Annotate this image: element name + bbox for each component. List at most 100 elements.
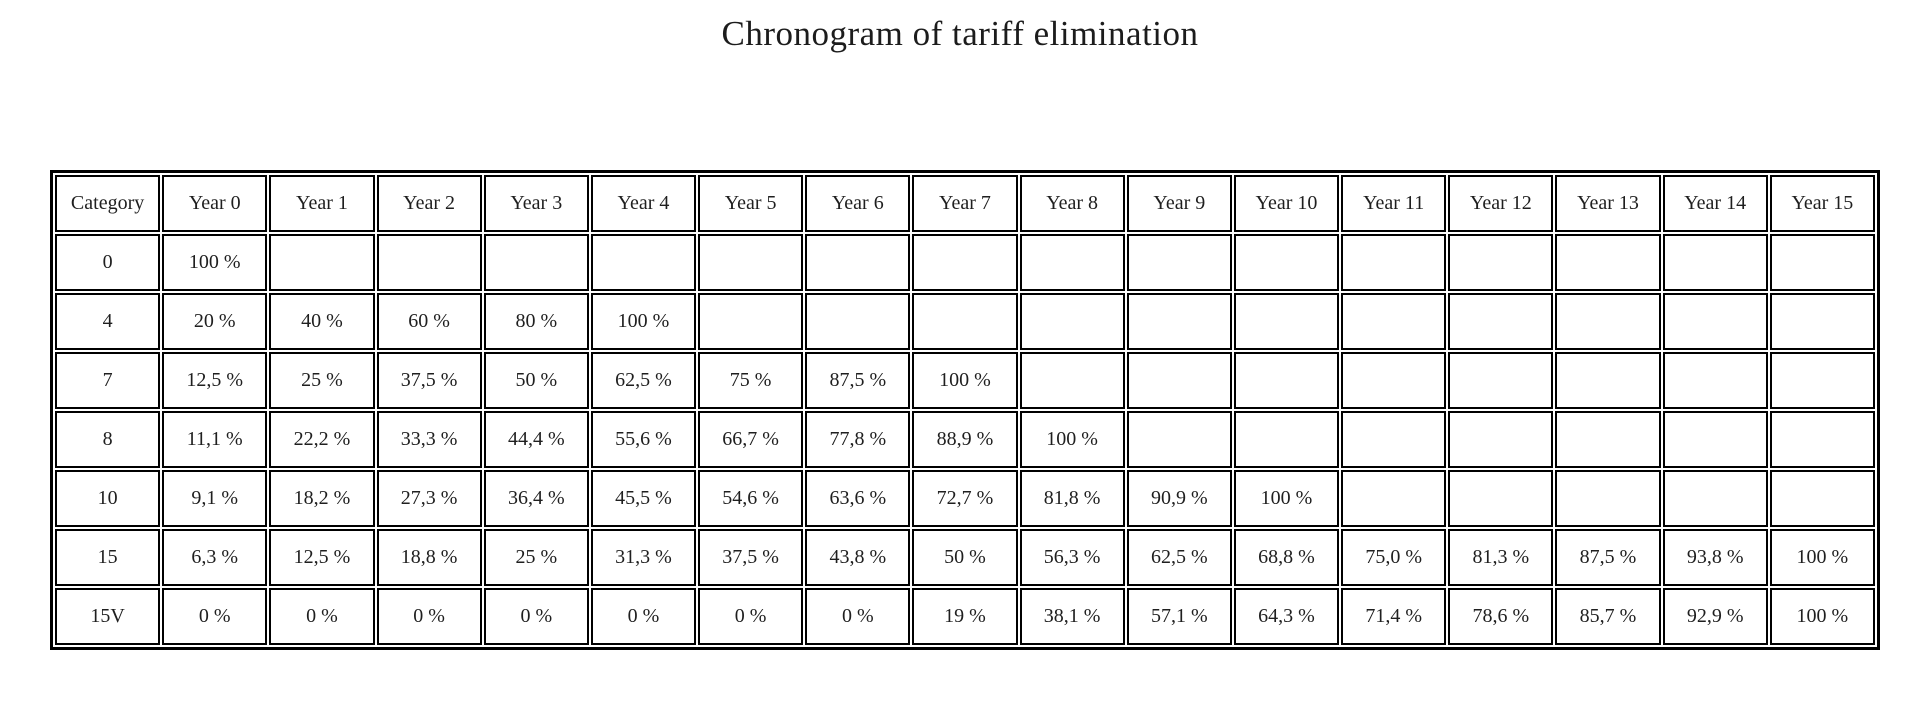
- tariff-value-cell: 81,3 %: [1448, 529, 1554, 586]
- tariff-value-cell: 57,1 %: [1126, 588, 1232, 645]
- table-row-category-0: 0 100 %: [55, 234, 1875, 291]
- tariff-value-cell: 9,1 %: [162, 470, 268, 527]
- tariff-value-cell: 100 %: [1233, 470, 1340, 527]
- tariff-value-cell: [1233, 293, 1340, 350]
- tariff-value-cell: [1019, 234, 1125, 291]
- tariff-value-cell: 36,4 %: [483, 470, 589, 527]
- tariff-value-cell: 0 %: [698, 588, 804, 645]
- tariff-value-cell: [1341, 234, 1447, 291]
- tariff-value-cell: 40 %: [269, 293, 375, 350]
- column-header-year-3: Year 3: [483, 175, 589, 232]
- tariff-value-cell: 75 %: [698, 352, 804, 409]
- table-header-row: Category Year 0 Year 1 Year 2 Year 3 Year 4 Ye…: [55, 175, 1875, 232]
- tariff-value-cell: [912, 293, 1018, 350]
- table-header: Category Year 0 Year 1 Year 2 Year 3 Year 4 Ye…: [55, 175, 1875, 232]
- tariff-value-cell: 80 %: [483, 293, 589, 350]
- tariff-value-cell: 68,8 %: [1233, 529, 1340, 586]
- tariff-value-cell: 87,5 %: [805, 352, 911, 409]
- tariff-value-cell: [1126, 234, 1232, 291]
- tariff-value-cell: 6,3 %: [162, 529, 268, 586]
- tariff-value-cell: [1662, 234, 1768, 291]
- category-cell: 7: [55, 352, 161, 409]
- tariff-value-cell: [1662, 470, 1768, 527]
- tariff-value-cell: 0 %: [805, 588, 911, 645]
- tariff-value-cell: 12,5 %: [162, 352, 268, 409]
- tariff-value-cell: [1662, 411, 1768, 468]
- tariff-value-cell: [1126, 293, 1232, 350]
- tariff-value-cell: 63,6 %: [805, 470, 911, 527]
- tariff-value-cell: 81,8 %: [1019, 470, 1125, 527]
- tariff-value-cell: 85,7 %: [1555, 588, 1661, 645]
- tariff-value-cell: 0 %: [483, 588, 589, 645]
- table-row-category-15v: 15V 0 % 0 % 0 % 0 % 0 % 0 % 0 % 19 % 38,1 % 57,1 %…: [55, 588, 1875, 645]
- tariff-value-cell: 90,9 %: [1126, 470, 1232, 527]
- column-header-year-1: Year 1: [269, 175, 375, 232]
- tariff-value-cell: 100 %: [590, 293, 697, 350]
- column-header-year-11: Year 11: [1341, 175, 1447, 232]
- tariff-value-cell: 100 %: [1769, 529, 1875, 586]
- tariff-value-cell: 66,7 %: [698, 411, 804, 468]
- column-header-year-7: Year 7: [912, 175, 1018, 232]
- tariff-value-cell: 27,3 %: [376, 470, 482, 527]
- tariff-value-cell: 31,3 %: [590, 529, 697, 586]
- tariff-value-cell: [483, 234, 589, 291]
- tariff-value-cell: [1341, 470, 1447, 527]
- tariff-value-cell: 20 %: [162, 293, 268, 350]
- table-body: 0 100 % 4 20 % 40 % 60 % 80 % 100 % 7 12,5 % 25 % 3…: [55, 234, 1875, 645]
- table-row-category-10: 10 9,1 % 18,2 % 27,3 % 36,4 % 45,5 % 54,6 % 63,…: [55, 470, 1875, 527]
- tariff-value-cell: 62,5 %: [1126, 529, 1232, 586]
- tariff-value-cell: 55,6 %: [590, 411, 697, 468]
- category-cell: 4: [55, 293, 161, 350]
- tariff-value-cell: 43,8 %: [805, 529, 911, 586]
- tariff-value-cell: 88,9 %: [912, 411, 1018, 468]
- tariff-value-cell: [698, 234, 804, 291]
- tariff-value-cell: 92,9 %: [1662, 588, 1768, 645]
- tariff-value-cell: 77,8 %: [805, 411, 911, 468]
- column-header-year-14: Year 14: [1662, 175, 1768, 232]
- tariff-value-cell: [1448, 293, 1554, 350]
- tariff-value-cell: [912, 234, 1018, 291]
- tariff-value-cell: 37,5 %: [698, 529, 804, 586]
- tariff-value-cell: [1019, 293, 1125, 350]
- tariff-value-cell: [1233, 352, 1340, 409]
- tariff-value-cell: 100 %: [912, 352, 1018, 409]
- tariff-value-cell: 56,3 %: [1019, 529, 1125, 586]
- tariff-value-cell: 72,7 %: [912, 470, 1018, 527]
- tariff-value-cell: [1769, 352, 1875, 409]
- tariff-value-cell: [1019, 352, 1125, 409]
- tariff-value-cell: [1448, 234, 1554, 291]
- column-header-year-0: Year 0: [162, 175, 268, 232]
- tariff-value-cell: 11,1 %: [162, 411, 268, 468]
- table-row-category-8: 8 11,1 % 22,2 % 33,3 % 44,4 % 55,6 % 66,7 % 77,…: [55, 411, 1875, 468]
- column-header-year-8: Year 8: [1019, 175, 1125, 232]
- tariff-value-cell: 75,0 %: [1341, 529, 1447, 586]
- category-cell: 8: [55, 411, 161, 468]
- tariff-value-cell: 18,8 %: [376, 529, 482, 586]
- column-header-year-5: Year 5: [698, 175, 804, 232]
- column-header-year-9: Year 9: [1126, 175, 1232, 232]
- category-cell: 15V: [55, 588, 161, 645]
- tariff-value-cell: [1769, 293, 1875, 350]
- tariff-value-cell: 100 %: [1019, 411, 1125, 468]
- column-header-year-6: Year 6: [805, 175, 911, 232]
- tariff-value-cell: 33,3 %: [376, 411, 482, 468]
- tariff-value-cell: [1769, 234, 1875, 291]
- tariff-value-cell: [1126, 411, 1232, 468]
- tariff-value-cell: [805, 234, 911, 291]
- tariff-value-cell: [1555, 470, 1661, 527]
- tariff-value-cell: 0 %: [269, 588, 375, 645]
- tariff-value-cell: [805, 293, 911, 350]
- category-cell: 15: [55, 529, 161, 586]
- tariff-value-cell: [1555, 352, 1661, 409]
- tariff-value-cell: 93,8 %: [1662, 529, 1768, 586]
- tariff-value-cell: 64,3 %: [1233, 588, 1340, 645]
- tariff-value-cell: [698, 293, 804, 350]
- tariff-value-cell: 12,5 %: [269, 529, 375, 586]
- column-header-year-13: Year 13: [1555, 175, 1661, 232]
- table-row-category-7: 7 12,5 % 25 % 37,5 % 50 % 62,5 % 75 % 87,5 % 100…: [55, 352, 1875, 409]
- tariff-value-cell: 87,5 %: [1555, 529, 1661, 586]
- tariff-value-cell: [1448, 411, 1554, 468]
- tariff-value-cell: 25 %: [483, 529, 589, 586]
- tariff-value-cell: 22,2 %: [269, 411, 375, 468]
- tariff-value-cell: [1448, 470, 1554, 527]
